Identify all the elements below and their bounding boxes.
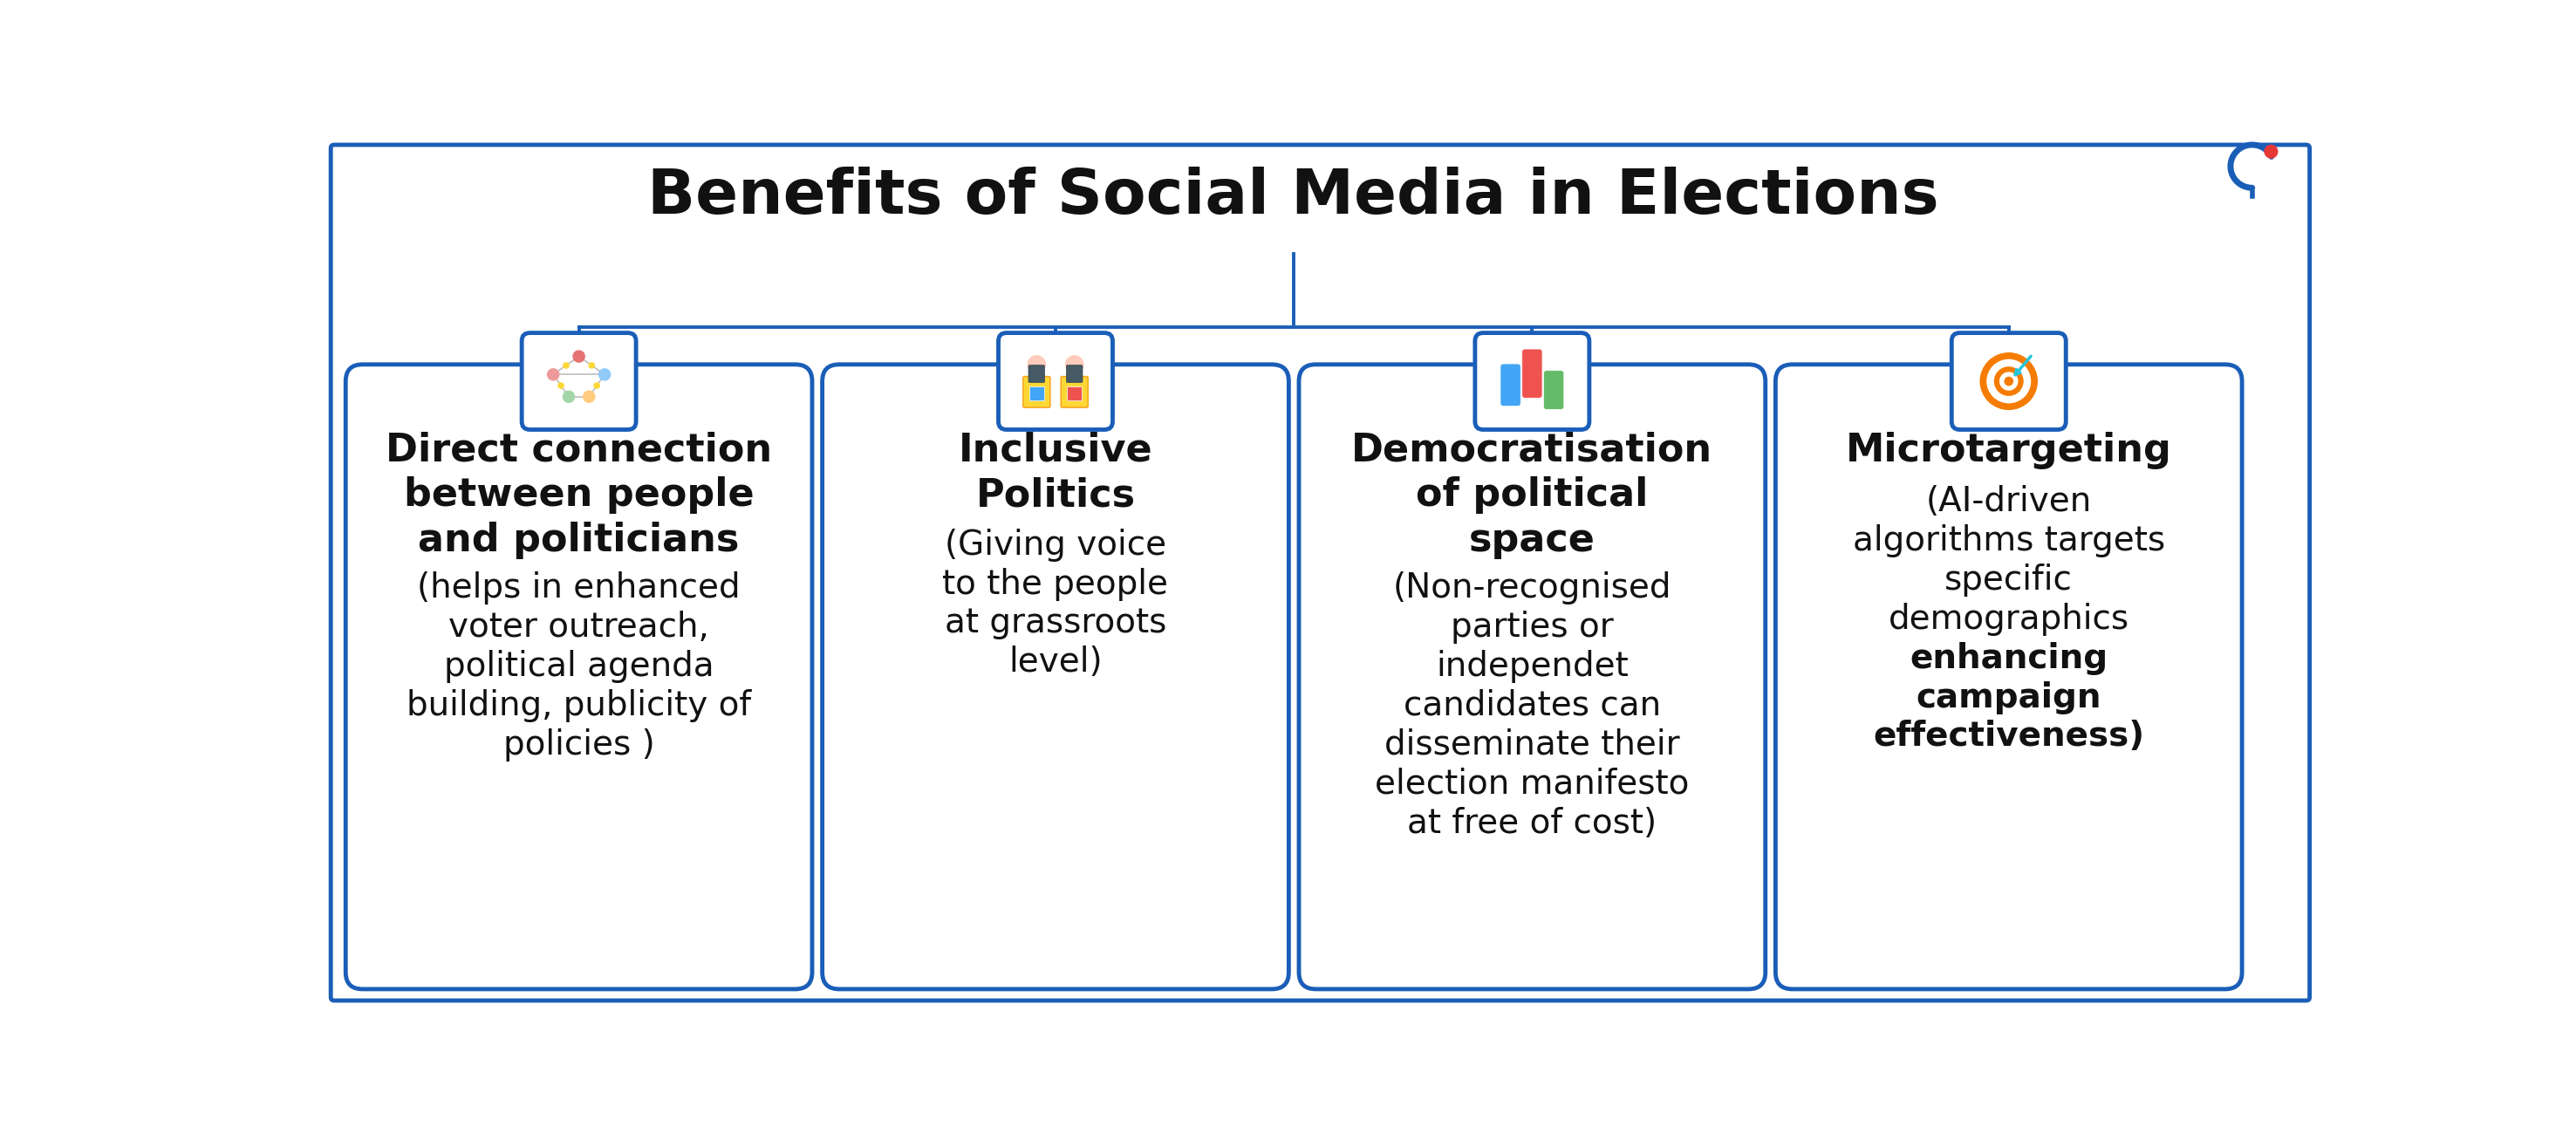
Circle shape (559, 383, 564, 388)
FancyBboxPatch shape (345, 364, 811, 989)
Text: at free of cost): at free of cost) (1406, 806, 1656, 840)
Text: disseminate their: disseminate their (1383, 728, 1680, 761)
Text: level): level) (1010, 645, 1103, 679)
Text: specific: specific (1945, 564, 2074, 596)
Text: political agenda: political agenda (443, 650, 714, 683)
Circle shape (1066, 356, 1084, 373)
Circle shape (1999, 372, 2017, 390)
Text: parties or: parties or (1450, 611, 1613, 644)
FancyBboxPatch shape (822, 364, 1288, 989)
Text: effectiveness): effectiveness) (1873, 720, 2143, 753)
Circle shape (582, 391, 595, 403)
FancyBboxPatch shape (1953, 333, 2066, 430)
Circle shape (2004, 378, 2012, 386)
Text: (Non-recognised: (Non-recognised (1394, 572, 1672, 604)
FancyBboxPatch shape (1298, 364, 1765, 989)
Text: Inclusive
Politics: Inclusive Politics (958, 432, 1151, 514)
Text: Direct connection
between people
and politicians: Direct connection between people and pol… (386, 432, 773, 559)
Text: (Giving voice: (Giving voice (945, 528, 1167, 561)
Text: policies ): policies ) (502, 728, 654, 761)
Text: Microtargeting: Microtargeting (1844, 432, 2172, 469)
Circle shape (595, 383, 600, 388)
Text: candidates can: candidates can (1404, 689, 1662, 722)
FancyBboxPatch shape (1030, 387, 1043, 400)
FancyBboxPatch shape (999, 333, 1113, 430)
Circle shape (598, 369, 611, 380)
FancyBboxPatch shape (1028, 365, 1046, 382)
Text: (helps in enhanced: (helps in enhanced (417, 572, 739, 604)
Circle shape (1028, 356, 1046, 373)
Text: independet: independet (1435, 650, 1628, 683)
Text: enhancing: enhancing (1909, 642, 2107, 675)
FancyBboxPatch shape (1499, 364, 1520, 406)
Circle shape (2264, 145, 2277, 158)
Text: building, publicity of: building, publicity of (407, 689, 752, 722)
FancyBboxPatch shape (330, 145, 2311, 1000)
Text: Benefits of Social Media in Elections: Benefits of Social Media in Elections (647, 167, 1940, 227)
Circle shape (564, 363, 569, 369)
Circle shape (1986, 359, 2030, 403)
FancyBboxPatch shape (1066, 365, 1082, 382)
Text: algorithms targets: algorithms targets (1852, 524, 2164, 557)
Text: demographics: demographics (1888, 602, 2130, 636)
FancyBboxPatch shape (1522, 349, 1543, 398)
FancyBboxPatch shape (523, 333, 636, 430)
FancyBboxPatch shape (1061, 376, 1087, 407)
FancyBboxPatch shape (1066, 387, 1082, 400)
Circle shape (1994, 367, 2022, 396)
FancyBboxPatch shape (1775, 364, 2241, 989)
FancyBboxPatch shape (1476, 333, 1589, 430)
Text: campaign: campaign (1917, 680, 2102, 714)
Circle shape (564, 391, 574, 403)
Text: to the people: to the people (943, 567, 1170, 601)
Circle shape (572, 350, 585, 362)
Text: Democratisation
of political
space: Democratisation of political space (1352, 432, 1713, 559)
Circle shape (549, 369, 559, 380)
Text: at grassroots: at grassroots (945, 607, 1167, 640)
Circle shape (590, 363, 595, 369)
Text: (AI-driven: (AI-driven (1927, 485, 2092, 518)
Text: election manifesto: election manifesto (1376, 768, 1690, 801)
Circle shape (1981, 353, 2038, 409)
FancyBboxPatch shape (1543, 371, 1564, 409)
Text: voter outreach,: voter outreach, (448, 611, 708, 644)
FancyBboxPatch shape (1023, 376, 1051, 407)
